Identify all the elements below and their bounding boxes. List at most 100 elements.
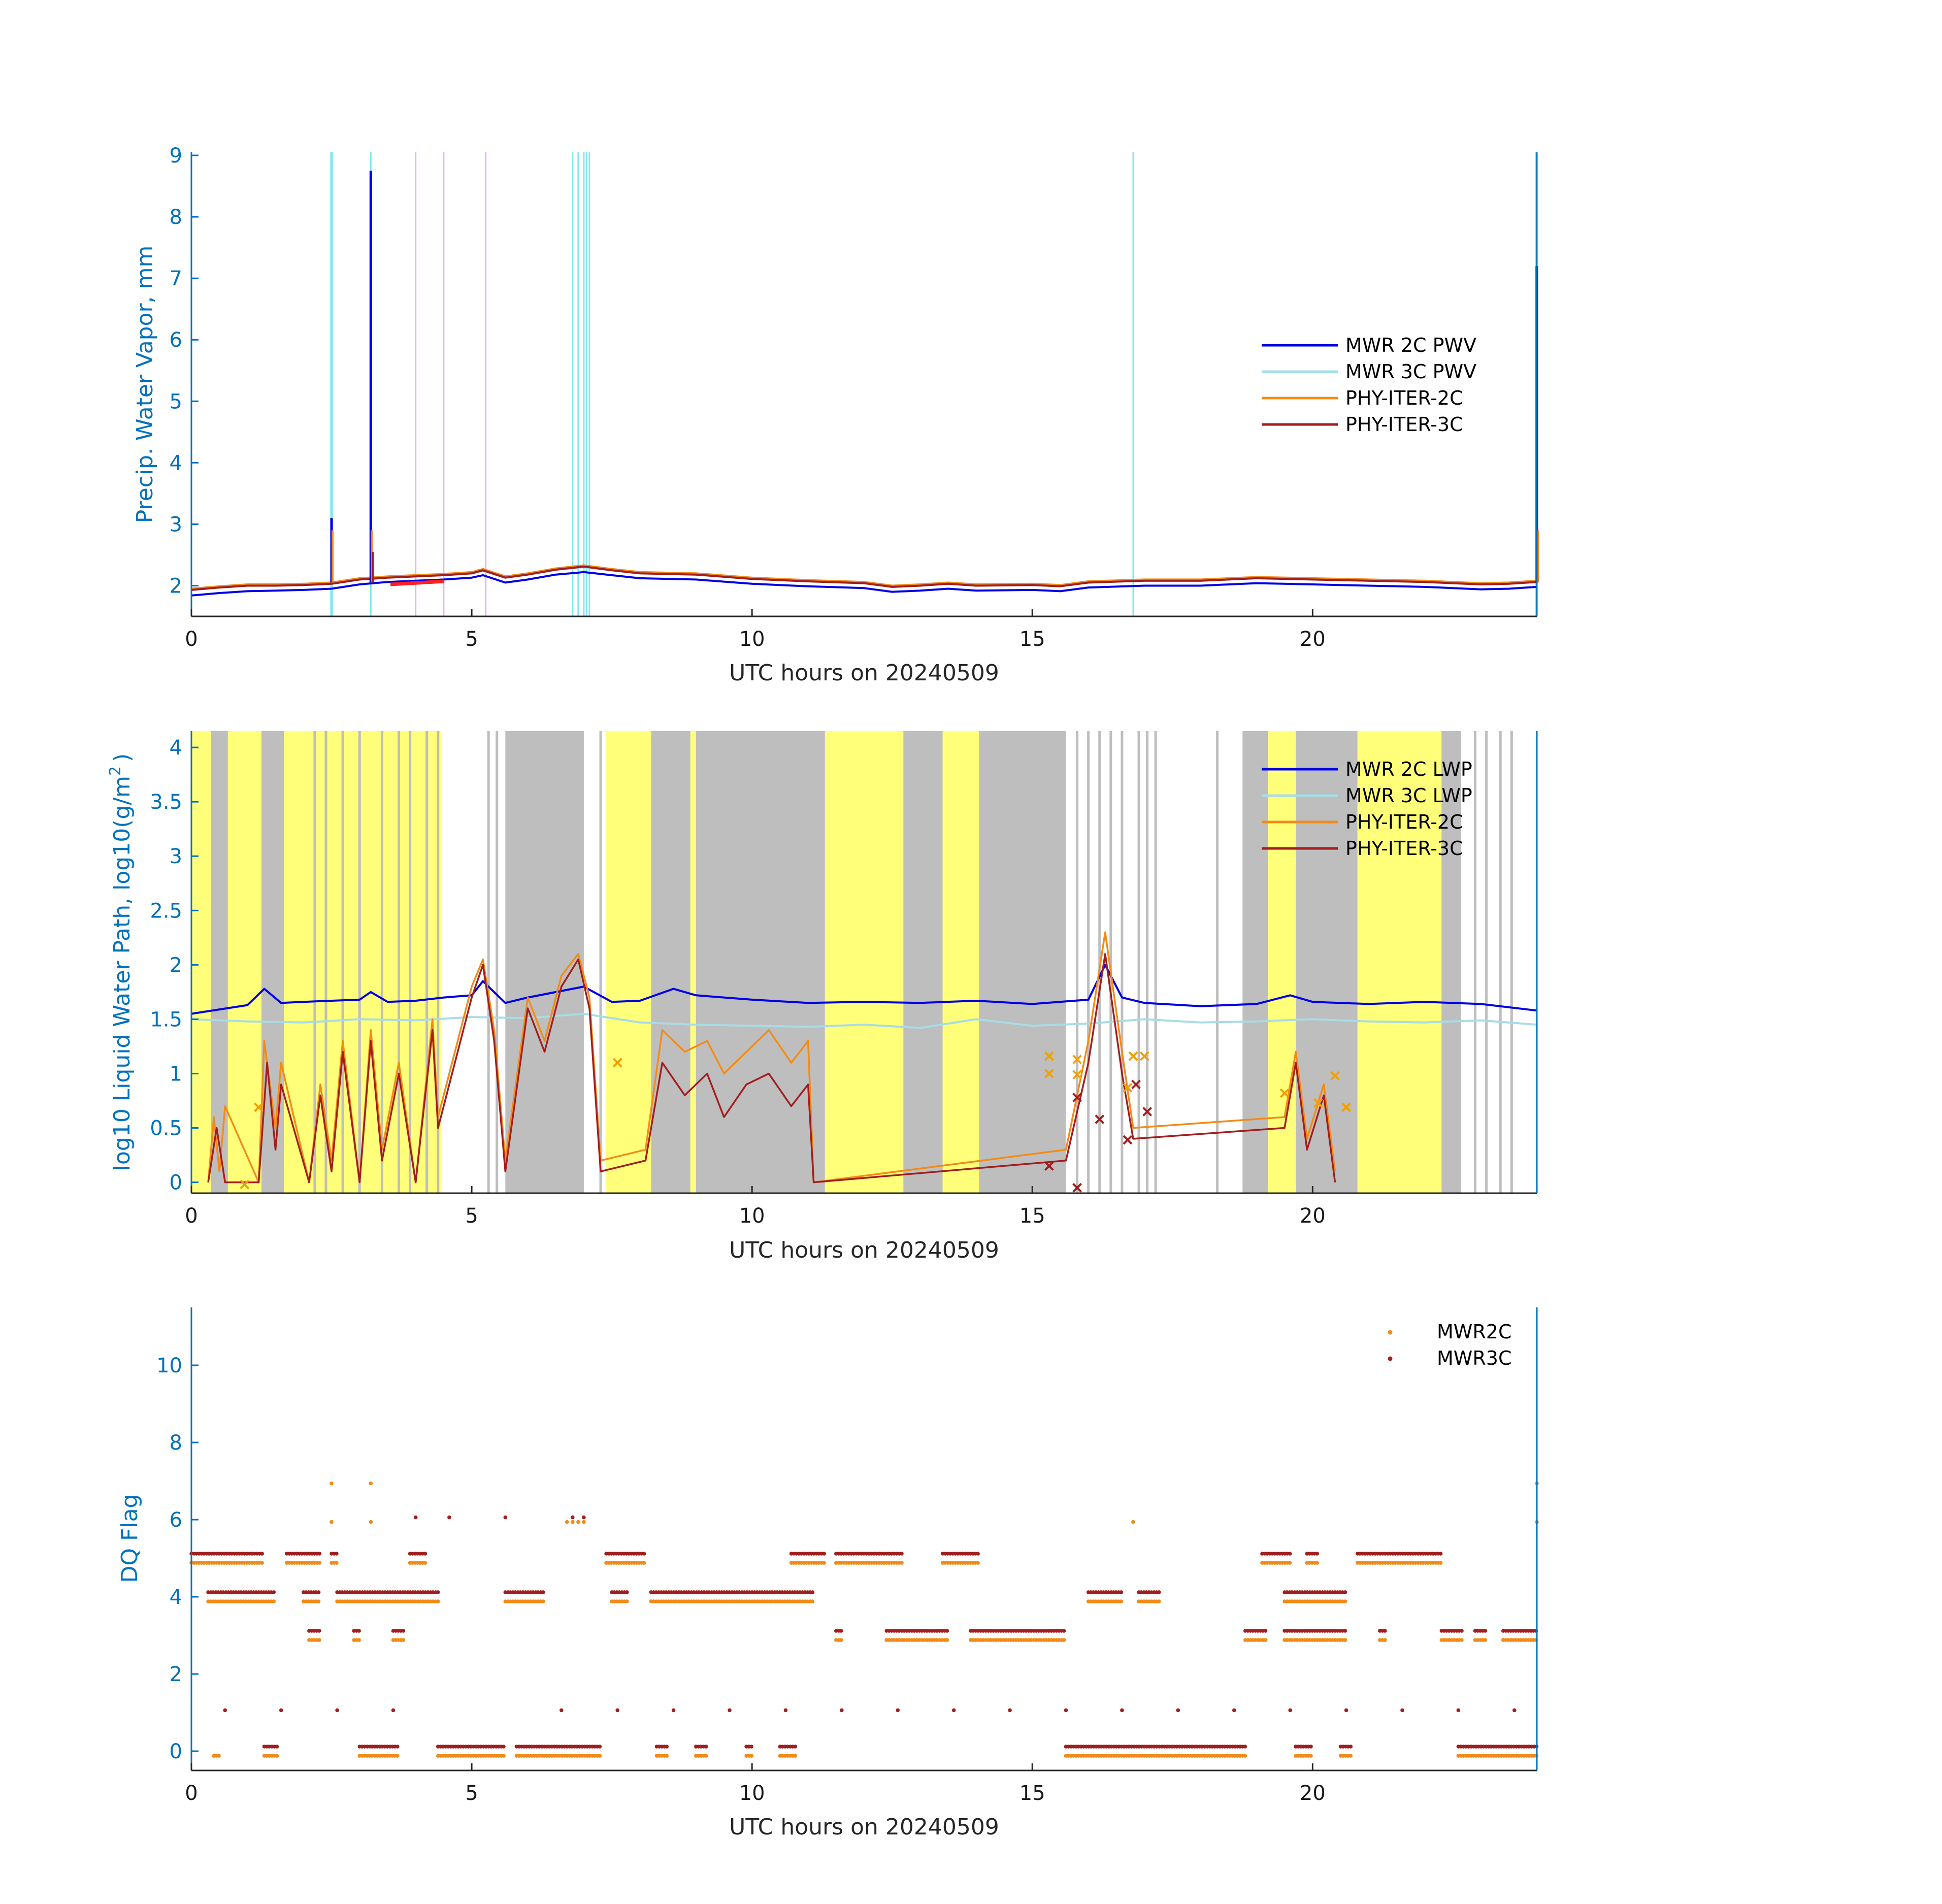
pwv-x-tick-label: 20 xyxy=(1300,628,1326,651)
pwv-legend: MWR 2C PWV MWR 3C PWV PHY-ITER-2C PHY-ITER-… xyxy=(1262,334,1476,436)
dq-dot-mwr3c xyxy=(1344,1708,1348,1713)
pwv-y-tick-label: 8 xyxy=(170,206,182,229)
dq-dot-mwr3c xyxy=(1064,1708,1068,1713)
dq-dot-mwr2c xyxy=(1243,1754,1247,1758)
dq-x-tick-label: 5 xyxy=(465,1782,478,1805)
lwp-x-tick-label: 15 xyxy=(1019,1204,1045,1228)
dq-dot-mwr2c xyxy=(436,1599,440,1603)
lwp-series-line-mwr-3c-lwp xyxy=(191,1012,1537,1029)
pwv-legend-label: PHY-ITER-2C xyxy=(1345,387,1463,409)
lwp-marker-3c xyxy=(1072,1183,1082,1193)
dq-legend-label: MWR2C xyxy=(1437,1321,1511,1343)
dq-dot-mwr3c xyxy=(447,1515,451,1520)
dq-dot-mwr2c xyxy=(625,1599,629,1603)
dq-dot-mwr2c xyxy=(598,1754,602,1758)
pwv-legend-label: PHY-ITER-3C xyxy=(1345,413,1463,436)
pwv-y-tick-label: 5 xyxy=(170,390,182,413)
dq-y-axis-label: DQ Flag xyxy=(117,1494,143,1583)
lwp-legend: MWR 2C LWP MWR 3C LWP PHY-ITER-2C PHY-ITER-… xyxy=(1262,758,1472,860)
lwp-y-label-sup: 2 xyxy=(107,766,124,776)
dq-dot-mwr3c xyxy=(1512,1708,1517,1713)
dq-dot-mwr2c xyxy=(369,1520,373,1524)
lwp-yellow-band xyxy=(284,731,441,1193)
dq-dot-mwr2c xyxy=(839,1638,843,1642)
dq-dot-mwr2c xyxy=(976,1561,980,1565)
dq-dot-mwr2c xyxy=(260,1561,264,1565)
dq-dot-mwr2c xyxy=(565,1520,569,1524)
dq-dot-mwr2c xyxy=(704,1754,708,1758)
lwp-marker-2c xyxy=(1313,1098,1323,1108)
lwp-marker-2c xyxy=(1341,1102,1351,1112)
dq-dot-mwr2c xyxy=(369,1481,373,1486)
dq-dot-mwr3c xyxy=(810,1590,815,1594)
lwp-legend-label: MWR 2C LWP xyxy=(1345,758,1472,780)
dq-dot-mwr3c xyxy=(423,1552,427,1556)
lwp-y-tick-label: 1 xyxy=(170,1062,182,1086)
pwv-legend-label: MWR 2C PWV xyxy=(1345,334,1476,356)
dq-panel: 0 5 10 15 20 0 2 4 6 8 10 UTC hours on 20240509 DQ… xyxy=(117,1307,1539,1840)
dq-dot-mwr3c xyxy=(503,1515,508,1520)
lwp-marker-2c xyxy=(1279,1088,1290,1098)
lwp-x-tick-label: 20 xyxy=(1300,1204,1326,1228)
lwp-gray-band xyxy=(1242,731,1268,1193)
lwp-marker-3c xyxy=(1131,1079,1141,1090)
lwp-legend-label: PHY-ITER-2C xyxy=(1345,811,1463,833)
lwp-y-tick-label: 3.5 xyxy=(150,791,182,814)
dq-dot-mwr2c xyxy=(665,1754,669,1758)
dq-dot-mwr3c xyxy=(317,1629,321,1633)
lwp-y-tick-label: 1.5 xyxy=(150,1008,182,1031)
dq-series xyxy=(189,1481,1539,1758)
pwv-y-tick-label: 6 xyxy=(170,329,182,352)
dq-y-tick-label: 8 xyxy=(170,1431,182,1455)
dq-dot-mwr2c xyxy=(1343,1599,1347,1603)
lwp-x-tick-label: 5 xyxy=(465,1204,478,1228)
dq-dot-mwr3c xyxy=(1309,1745,1313,1749)
pwv-red-segment xyxy=(390,579,444,586)
dq-dot-mwr3c xyxy=(260,1552,264,1556)
lwp-marker-2c xyxy=(1044,1069,1054,1078)
dq-dot-mwr3c xyxy=(642,1552,646,1556)
dq-dot-mwr3c xyxy=(783,1708,788,1713)
dq-dot-mwr3c xyxy=(401,1629,406,1633)
dq-dot-mwr2c xyxy=(749,1754,753,1758)
dq-legend-label: MWR3C xyxy=(1437,1347,1511,1369)
lwp-marker-3c xyxy=(1095,1114,1105,1124)
dq-dot-mwr3c xyxy=(582,1515,586,1520)
dq-dot-mwr2c xyxy=(1062,1638,1066,1642)
dq-dot-mwr3c xyxy=(317,1552,322,1556)
dq-dot-mwr3c xyxy=(976,1552,980,1556)
pwv-legend-label: MWR 3C PWV xyxy=(1345,360,1476,383)
lwp-marker-2c xyxy=(1072,1070,1082,1080)
dq-legend: MWR2C MWR3C xyxy=(1388,1321,1511,1369)
dq-dot-mwr3c xyxy=(945,1629,949,1633)
dq-dot-mwr2c xyxy=(275,1754,279,1758)
lwp-yellow-band xyxy=(606,731,651,1193)
dq-dot-mwr3c xyxy=(598,1745,602,1749)
dq-y-tick-label: 0 xyxy=(170,1740,182,1763)
lwp-series-line-mwr-2c-lwp xyxy=(191,964,1537,1015)
dq-y-tick-label: 4 xyxy=(170,1586,182,1609)
dq-dot-mwr3c xyxy=(951,1708,956,1713)
lwp-panel: 0 5 10 15 20 0 0.5 1 1.5 2 2.5 3 3.5 4 UTC hours on 2… xyxy=(107,731,1538,1263)
pwv-series-line-mwr-2c-pwv xyxy=(191,571,1537,597)
dq-dot-mwr3c xyxy=(900,1552,904,1556)
dq-dot-mwr2c xyxy=(1131,1520,1135,1524)
lwp-gray-band xyxy=(696,731,825,1193)
dq-dot-mwr3c xyxy=(665,1745,669,1749)
dq-dot-mwr2c xyxy=(541,1599,545,1603)
lwp-x-axis-label: UTC hours on 20240509 xyxy=(729,1237,999,1263)
dq-dot-mwr3c xyxy=(1008,1708,1012,1713)
lwp-x-tick-label: 10 xyxy=(739,1204,765,1228)
lwp-yellow-band xyxy=(227,731,262,1193)
dq-x-tick-label: 10 xyxy=(739,1782,765,1805)
lwp-marker-2c xyxy=(1123,1082,1133,1093)
dq-dot-mwr3c xyxy=(615,1708,619,1713)
dq-dot-mwr2c xyxy=(317,1638,321,1642)
dq-dot-mwr2c xyxy=(1383,1638,1387,1642)
lwp-marker-3c xyxy=(1044,1161,1054,1171)
dq-dot-mwr3c xyxy=(335,1708,339,1713)
dq-dot-mwr2c xyxy=(357,1638,361,1642)
dq-dot-mwr3c xyxy=(1288,1552,1292,1556)
dq-dot-mwr3c xyxy=(502,1745,506,1749)
dq-dot-mwr2c xyxy=(1157,1599,1161,1603)
